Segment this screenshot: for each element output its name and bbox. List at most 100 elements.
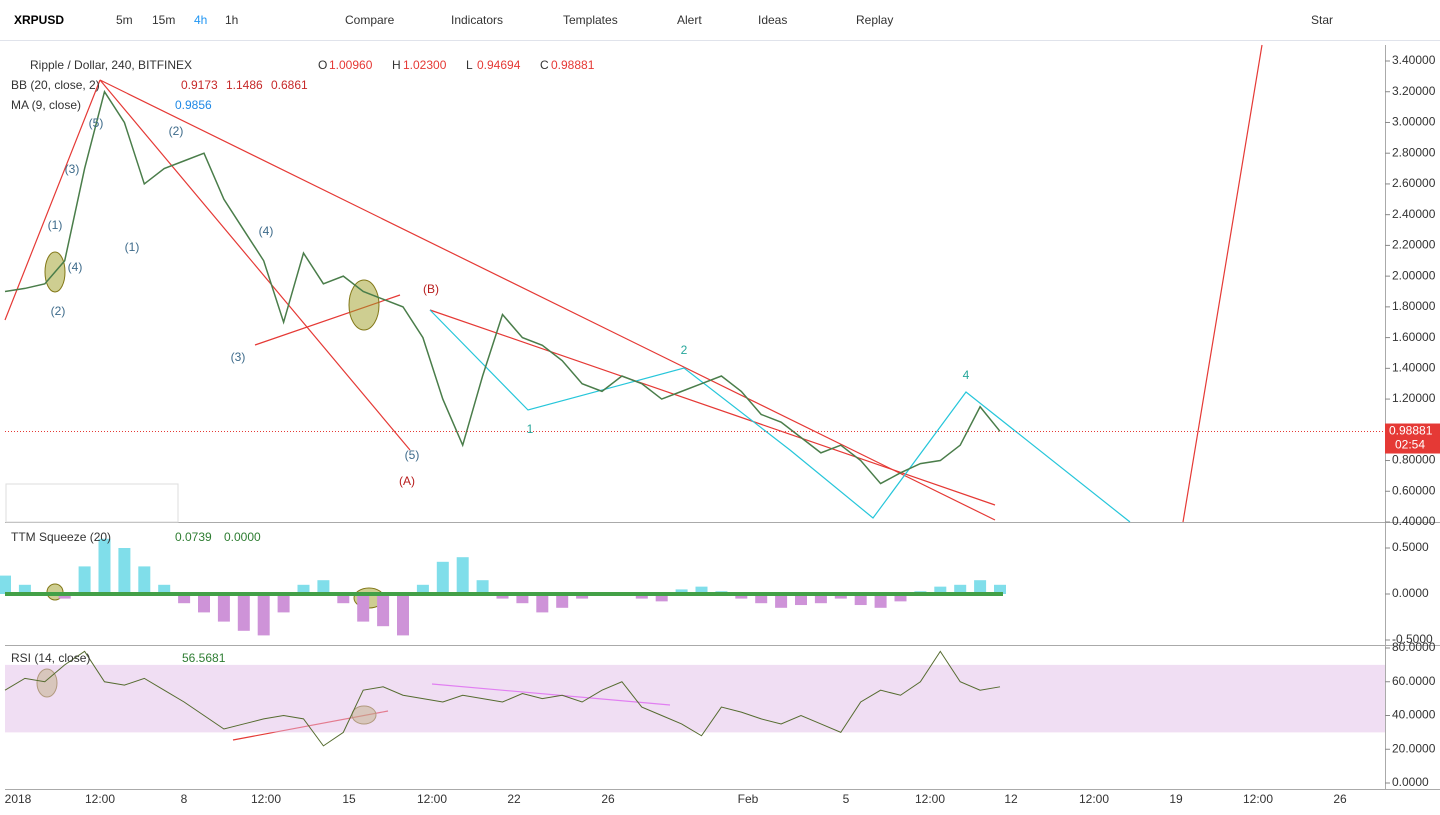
squeeze-bar [476,580,489,594]
study-value: 1.1486 [226,78,263,92]
squeeze-bar [994,584,1006,594]
y-tick-label: 40.0000 [1392,708,1436,722]
wave-lines [429,309,1131,523]
toolbar-button[interactable]: Compare [345,13,395,27]
y-tick-label: 2.00000 [1392,268,1436,282]
toolbar-button[interactable]: Alert [677,13,702,27]
study-name: BB (20, close, 2) [11,78,100,92]
symbol[interactable]: XRPUSD [14,13,64,27]
wave-label: (1) [125,240,140,254]
ohlc-key: O [318,58,327,72]
x-tick-label: 2018 [5,792,32,806]
squeeze-bar [158,584,171,594]
wave-label: (A) [399,474,415,488]
squeeze-bar [78,566,91,594]
wave-label: 1 [527,422,534,436]
toolbar-button[interactable]: Ideas [758,13,787,27]
wave-label: (5) [405,448,420,462]
toolbar-button[interactable]: Templates [563,13,618,27]
interval[interactable]: 15m [152,13,175,27]
study-value: 0.0000 [224,530,261,544]
pane-title: TTM Squeeze (20) [11,530,111,544]
interval[interactable]: 1h [225,13,238,27]
squeeze-bar [775,594,788,608]
squeeze-bar [795,594,807,606]
star-button[interactable]: Star [1311,13,1333,27]
y-tick-label: 20.0000 [1392,741,1436,755]
countdown: 02:54 [1395,438,1425,452]
y-tick-label: 3.20000 [1392,84,1436,98]
study-value: 0.9173 [181,78,218,92]
ohlc-key: C [540,58,549,72]
wave-label: (1) [48,218,63,232]
y-tick-label: -0.5000 [1392,632,1433,646]
squeeze-bar [397,594,409,636]
y-tick-label: 2.80000 [1392,145,1436,159]
x-tick-label: 12:00 [1079,792,1109,806]
y-tick-label: 1.40000 [1392,361,1436,375]
x-tick-label: 12:00 [915,792,945,806]
y-tick-label: 1.80000 [1392,299,1436,313]
toolbar-button[interactable]: Replay [856,13,893,27]
squeeze-bar [954,584,967,594]
y-tick-label: 2.60000 [1392,176,1436,190]
study-value: 0.0739 [175,530,212,544]
study-name: MA (9, close) [11,98,81,112]
y-tick-label: 0.5000 [1392,540,1429,554]
ohlc-value: 0.98881 [551,58,595,72]
squeeze-bar [237,594,250,631]
y-tick-label: 2.40000 [1392,207,1436,221]
wave-label: 4 [963,368,970,382]
rsi-line [4,650,1001,747]
wave-label: (3) [231,350,246,364]
squeeze-bar [496,594,509,599]
drawing-toolbar[interactable] [5,483,179,523]
squeeze-bar [118,548,131,594]
squeeze-bar [18,584,31,594]
y-tick-label: 2.20000 [1392,238,1436,252]
squeeze-bar [695,586,708,594]
x-tick-label: Feb [738,792,759,806]
y-tick-label: 3.00000 [1392,115,1436,129]
x-tick-label: 12:00 [85,792,115,806]
squeeze-bar [755,594,768,604]
wave-label: 2 [681,343,688,357]
pane-title: RSI (14, close) [11,651,90,665]
squeeze-bar [576,594,589,599]
squeeze-bar [814,594,827,604]
wave-label: (B) [423,282,439,296]
wave-label: (2) [51,304,66,318]
squeeze-bar [58,594,71,599]
study-value: 56.5681 [182,651,226,665]
squeeze-bar [834,594,847,599]
y-tick-label: 3.40000 [1392,53,1436,67]
y-tick-label: 1.60000 [1392,330,1436,344]
squeeze-bar [894,594,907,602]
interval[interactable]: 4h [194,13,207,27]
squeeze-bar [974,580,987,594]
squeeze-bar [854,594,867,606]
x-tick-label: 26 [601,792,615,806]
y-tick-label: 0.0000 [1392,775,1429,789]
squeeze-bar [357,594,370,622]
squeeze-bar [138,566,151,594]
toolbar-button[interactable]: Indicators [451,13,503,27]
squeeze-bar [516,594,529,604]
price-line [4,89,1001,485]
squeeze-bar [317,580,330,594]
squeeze-bar [198,594,210,613]
squeeze-bar [297,584,310,594]
wave-label: (2) [169,124,184,138]
x-tick-label: 12:00 [251,792,281,806]
study-value: 0.6861 [271,78,308,92]
y-tick-label: 60.0000 [1392,674,1436,688]
study-value: 0.9856 [175,98,212,112]
interval[interactable]: 5m [116,13,133,27]
squeeze-bar [98,538,111,594]
y-tick-label: 1.20000 [1392,391,1436,405]
squeeze-bar [257,594,270,636]
wave-label: (5) [89,116,104,130]
squeeze-bar [377,594,390,627]
squeeze-bar [655,594,668,602]
